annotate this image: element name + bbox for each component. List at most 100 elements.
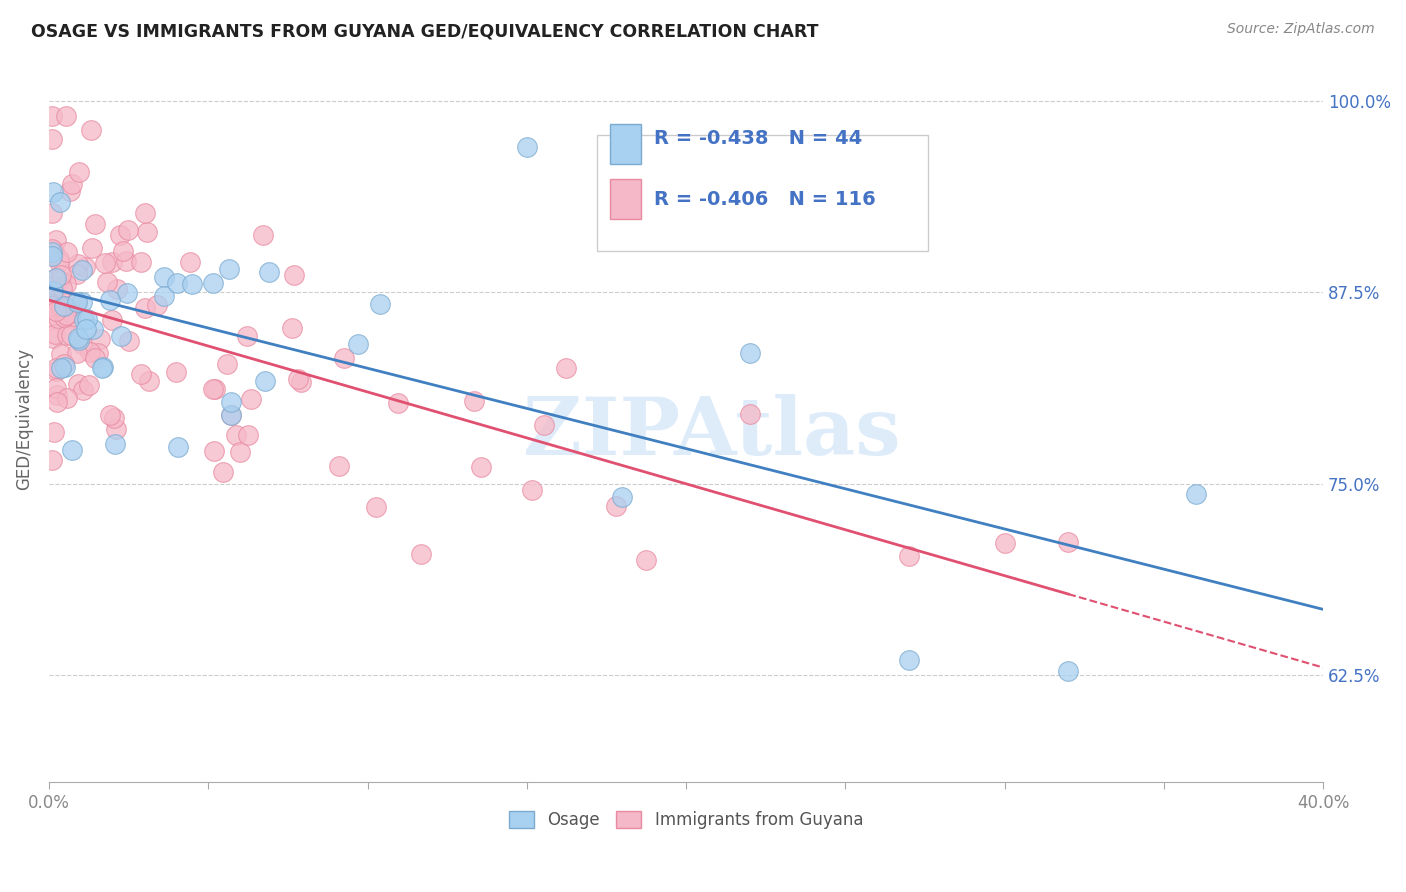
Point [42,285,65,299]
Point [55,391,77,405]
Point [41,299,63,313]
Point [165,365,187,379]
Point [98,408,121,422]
Point [181,277,204,291]
Point [117,223,139,237]
Point [738,346,761,360]
Point [103,410,125,425]
Point [49,268,72,282]
Point [96,276,118,290]
Point [79,345,101,359]
Point [218,261,240,276]
Point [898,653,921,667]
Point [201,276,224,290]
Point [166,277,188,291]
Point [110,227,132,242]
Point [236,329,259,343]
Point [48,252,70,266]
Point [364,500,387,515]
Point [287,372,309,386]
Point [110,328,132,343]
Point [80,241,103,255]
Point [41,290,63,304]
Point [89,332,111,346]
Point [60,328,83,343]
Point [56,327,79,342]
Point [152,270,174,285]
Point [73,313,96,327]
Point [70,295,93,310]
Point [101,255,124,269]
Point [77,378,100,392]
Point [104,437,127,451]
Point [51,301,73,315]
Point [53,310,76,324]
Point [281,321,304,335]
Point [45,270,67,285]
Point [135,225,157,239]
Point [129,367,152,381]
Point [59,184,82,198]
Point [45,233,67,247]
Point [94,256,117,270]
Point [42,425,65,440]
Point [221,408,243,422]
Point [67,377,90,392]
Point [83,218,105,232]
Point [118,334,141,348]
Text: OSAGE VS IMMIGRANTS FROM GUYANA GED/EQUIVALENCY CORRELATION CHART: OSAGE VS IMMIGRANTS FROM GUYANA GED/EQUI… [31,22,818,40]
Point [48,273,70,287]
Point [202,443,225,458]
Text: R = -0.438   N = 44: R = -0.438 N = 44 [654,129,862,148]
Point [41,132,63,146]
Point [252,228,274,243]
Point [45,304,67,318]
Point [52,300,75,314]
Point [217,357,239,371]
Point [67,257,90,271]
Point [60,177,83,191]
Point [738,407,761,421]
Point [66,346,89,360]
Point [167,440,190,454]
Point [76,312,98,326]
Point [41,206,63,220]
Point [346,336,368,351]
Point [70,337,93,351]
Point [67,333,90,347]
Point [605,499,627,513]
Point [49,194,72,209]
Point [221,395,243,409]
Point [387,396,409,410]
Point [134,301,156,315]
Point [51,297,73,311]
Point [179,255,201,269]
Point [100,293,122,307]
Point [554,361,576,376]
Point [112,244,135,258]
Point [204,382,226,396]
Point [41,278,63,293]
Point [69,165,91,179]
Point [138,375,160,389]
Point [51,281,73,295]
Point [91,360,114,375]
Point [83,351,105,365]
Point [46,311,69,326]
Point [45,381,67,395]
Point [516,140,538,154]
Text: Source: ZipAtlas.com: Source: ZipAtlas.com [1227,22,1375,37]
Point [66,268,89,282]
FancyBboxPatch shape [610,178,641,219]
Point [994,536,1017,550]
Point [86,346,108,360]
Point [45,394,67,409]
Point [105,422,128,436]
Point [146,298,169,312]
Point [228,444,250,458]
Point [65,296,87,310]
Point [80,123,103,137]
Point [202,382,225,396]
Point [131,255,153,269]
Y-axis label: GED/Equivalency: GED/Equivalency [15,348,32,490]
